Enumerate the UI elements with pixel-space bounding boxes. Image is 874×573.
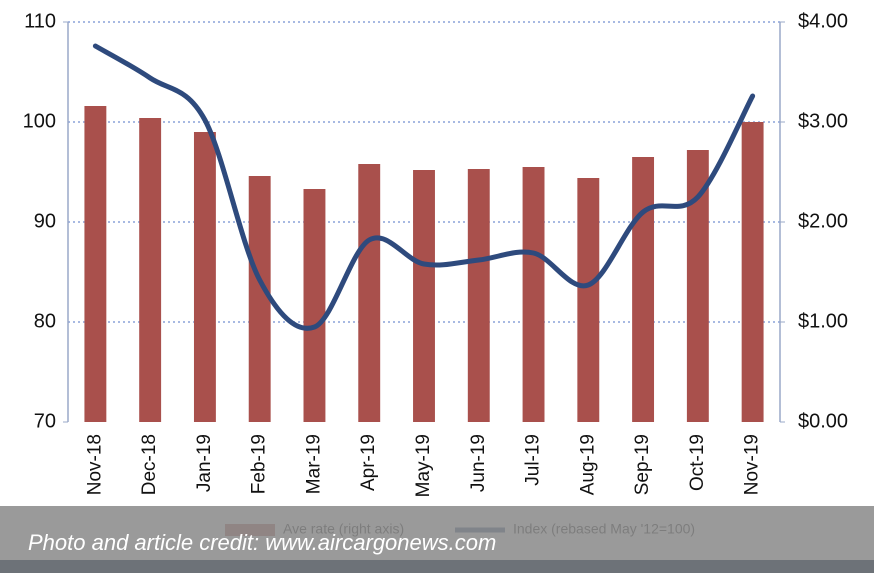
x-tick-label: Nov-19 (742, 434, 763, 495)
y2-tick-label: $0.00 (798, 410, 848, 432)
y-tick-label: 80 (34, 310, 56, 332)
x-tick-label: Jul-19 (523, 434, 544, 486)
y2-tick-label: $3.00 (798, 110, 848, 132)
banner (0, 506, 874, 560)
photo-strip (0, 560, 874, 573)
bar (522, 167, 545, 422)
x-tick-label: May-19 (413, 434, 434, 497)
bar (741, 122, 764, 422)
x-tick-label: Jun-19 (468, 434, 489, 492)
bar (632, 157, 655, 422)
banner-text: Photo and article credit: www.aircargone… (28, 530, 496, 555)
y2-tick-label: $4.00 (798, 10, 848, 32)
x-tick-label: Dec-18 (139, 434, 160, 495)
x-tick-label: Feb-19 (249, 434, 270, 494)
bar (467, 169, 490, 422)
line (92, 43, 756, 331)
y-tick-label: 70 (34, 410, 56, 432)
x-tick-label: Aug-19 (577, 434, 598, 495)
y-tick-label: 90 (34, 210, 56, 232)
bar (358, 164, 381, 422)
y2-tick-label: $1.00 (798, 310, 848, 332)
x-tick-label: Sep-19 (632, 434, 653, 495)
y2-tick-label: $2.00 (798, 210, 848, 232)
bar (686, 150, 709, 422)
x-tick-label: Apr-19 (358, 434, 379, 491)
x-tick-label: Nov-18 (84, 434, 105, 495)
bar (84, 106, 107, 422)
x-tick-label: Mar-19 (303, 434, 324, 494)
x-tick-label: Oct-19 (687, 434, 708, 491)
y-tick-label: 110 (24, 10, 56, 32)
bar (303, 189, 326, 422)
y-tick-label: 100 (23, 110, 56, 132)
bar (193, 132, 216, 422)
bar (248, 176, 271, 422)
bar (139, 118, 162, 422)
x-tick-label: Jan-19 (194, 434, 215, 492)
bar (413, 170, 435, 422)
bar (577, 178, 600, 422)
